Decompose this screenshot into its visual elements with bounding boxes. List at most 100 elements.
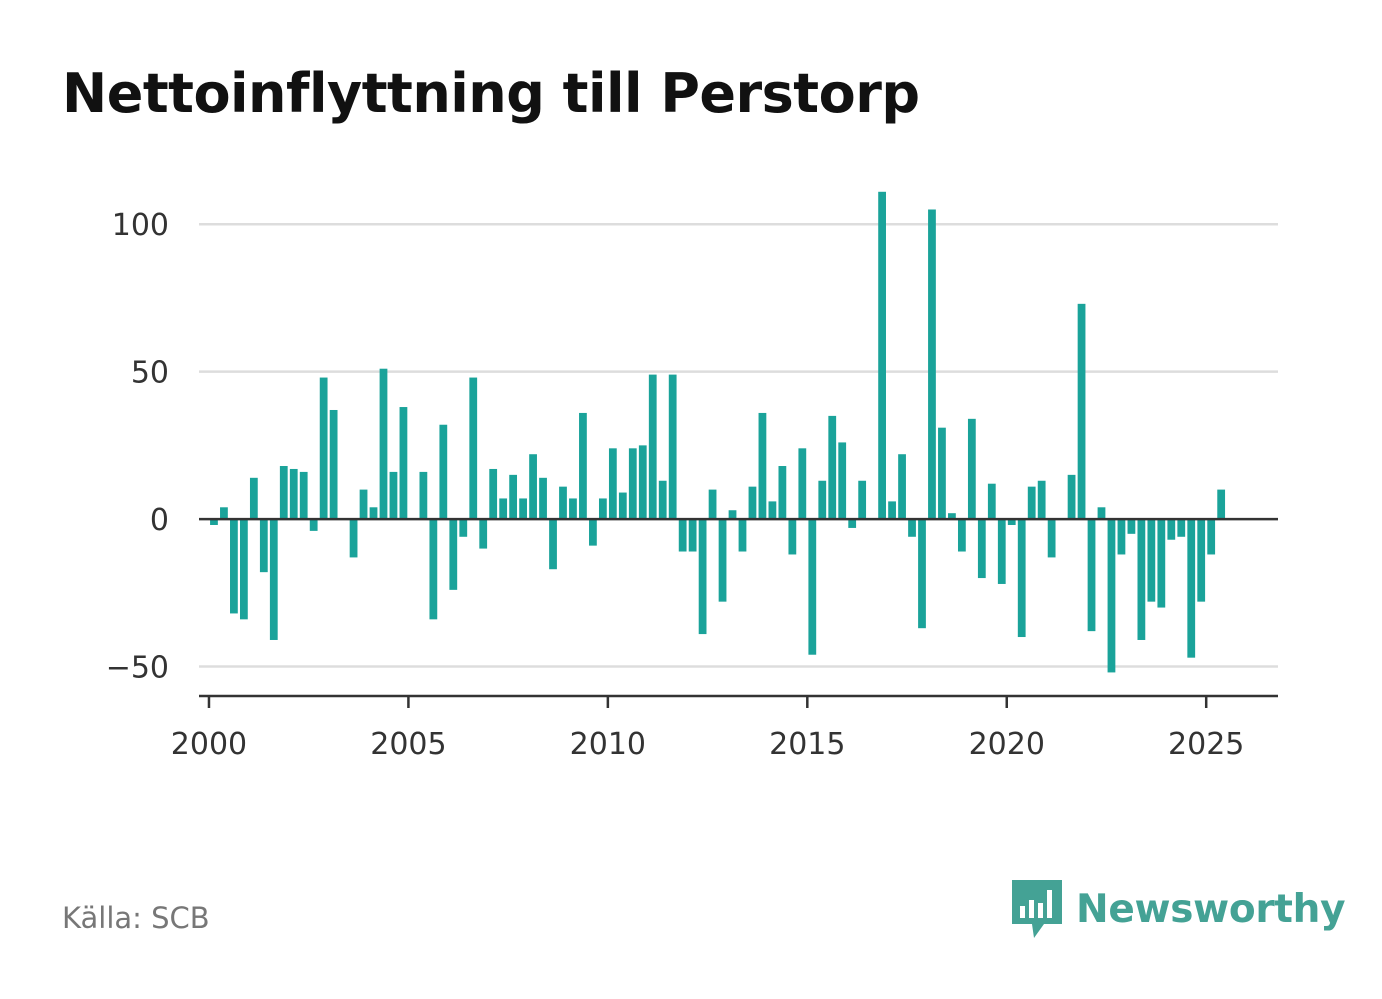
bar — [589, 519, 597, 546]
bar — [1187, 519, 1196, 658]
bar — [509, 474, 518, 520]
bar — [598, 498, 607, 520]
bar — [369, 507, 378, 520]
bar — [768, 501, 777, 520]
bar — [928, 209, 936, 520]
y-tick-label: 100 — [112, 208, 169, 243]
x-tick-label: 2005 — [370, 727, 446, 762]
bar — [519, 498, 527, 520]
bar — [898, 454, 906, 520]
bar — [1147, 519, 1156, 602]
bar — [1067, 474, 1076, 520]
bar — [838, 442, 847, 520]
bar — [1217, 489, 1226, 520]
bar — [479, 519, 488, 549]
bar — [489, 468, 498, 520]
bar — [748, 486, 757, 520]
bar — [628, 448, 637, 520]
bar — [259, 519, 268, 573]
bar — [1007, 519, 1016, 525]
bar — [579, 412, 587, 520]
bar — [210, 519, 218, 525]
bar — [389, 471, 398, 520]
bar — [688, 519, 697, 552]
bar — [798, 448, 807, 520]
bar — [1127, 519, 1136, 534]
bar — [828, 415, 837, 520]
bar — [708, 489, 717, 520]
bar — [997, 519, 1006, 584]
newsworthy-logo: Newsworthy — [1010, 878, 1346, 940]
bar — [788, 519, 797, 555]
x-tick-label: 2015 — [769, 727, 845, 762]
bar — [1047, 519, 1056, 558]
bar — [529, 454, 537, 520]
bar — [878, 191, 886, 520]
bar — [289, 468, 298, 520]
y-tick-label: 50 — [131, 356, 169, 391]
bar — [379, 368, 388, 520]
bar — [1027, 486, 1036, 520]
bar — [230, 519, 238, 614]
x-tick-label: 2000 — [171, 727, 247, 762]
bar — [758, 412, 767, 520]
bar — [1037, 480, 1046, 520]
bar — [738, 519, 747, 552]
bar — [269, 519, 278, 640]
bar — [239, 519, 248, 620]
gridlines — [199, 222, 1278, 668]
bar — [549, 519, 557, 570]
bar — [1117, 519, 1126, 555]
bar — [309, 519, 318, 531]
bar — [1087, 519, 1096, 632]
brand-name: Newsworthy — [1076, 886, 1346, 932]
bar — [888, 501, 896, 520]
bar — [698, 519, 707, 635]
axes — [199, 517, 1278, 698]
bar — [559, 486, 567, 520]
bar — [608, 448, 617, 520]
bar — [638, 445, 647, 520]
bar — [359, 489, 368, 520]
y-tick-label: 0 — [150, 503, 169, 538]
bar — [319, 377, 328, 520]
bar — [808, 519, 817, 655]
bar — [439, 424, 448, 520]
bar — [399, 407, 408, 520]
bar — [818, 480, 827, 520]
x-axis-ticks: 2000 2005 2010 2015 2020 2025 — [171, 696, 1244, 762]
bar — [249, 477, 258, 520]
bar — [1197, 519, 1206, 602]
bar — [299, 471, 308, 520]
bar — [967, 418, 976, 520]
bar — [429, 519, 438, 620]
bar — [349, 519, 358, 558]
bar — [279, 466, 288, 520]
bar — [1207, 519, 1216, 555]
bar — [728, 510, 737, 520]
y-axis-ticks: −50 0 50 100 — [106, 208, 169, 685]
bars — [210, 191, 1226, 673]
bar — [938, 427, 946, 520]
bar — [329, 409, 338, 520]
bar — [918, 519, 926, 629]
bar — [469, 377, 478, 520]
bar — [499, 498, 508, 520]
bar — [569, 498, 577, 520]
bar — [858, 480, 867, 520]
bar — [948, 513, 956, 520]
bar — [977, 519, 986, 579]
bar — [648, 374, 657, 520]
bar — [459, 519, 468, 537]
bar-chart-speech-bubble-icon — [1012, 880, 1062, 938]
bar — [848, 519, 857, 528]
bar — [1157, 519, 1166, 608]
bar — [1017, 519, 1026, 638]
bar — [1107, 519, 1116, 673]
bar — [778, 466, 787, 520]
bar — [1137, 519, 1146, 640]
bar — [449, 519, 458, 590]
bar — [1097, 507, 1106, 520]
x-tick-label: 2020 — [969, 727, 1045, 762]
